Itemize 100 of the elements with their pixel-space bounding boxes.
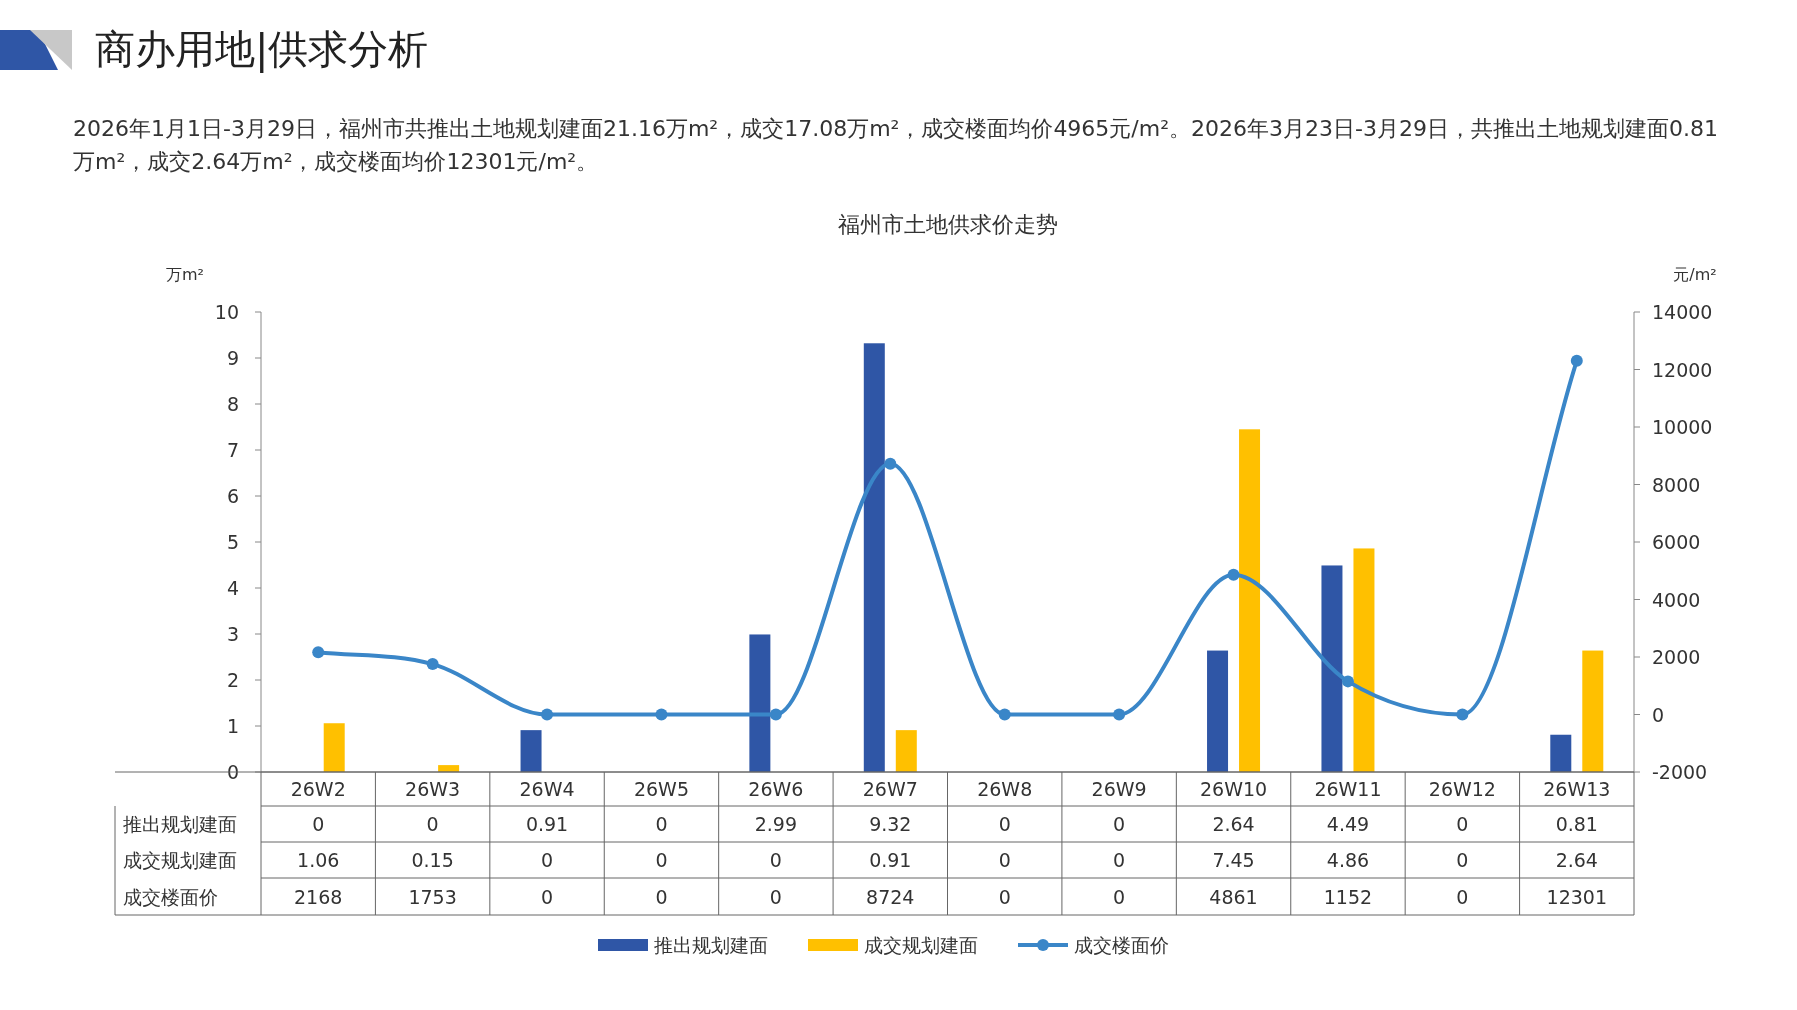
y-tick-label: 3: [226, 623, 239, 645]
data-label: 0: [998, 885, 1011, 908]
point: [1113, 708, 1126, 721]
x-tick-label: 26W4: [519, 778, 575, 800]
data-label: 0.91: [869, 849, 912, 871]
point: [884, 457, 897, 470]
y-axis-title: 万m²: [166, 264, 204, 284]
bar: [863, 343, 885, 772]
data-label: 0: [1456, 813, 1469, 835]
text: 商办用地|供求分析: [95, 25, 429, 75]
point: [1341, 675, 1354, 688]
x-tick-label: 26W6: [748, 778, 804, 800]
data-label: 2.64: [1212, 813, 1255, 835]
bar: [1582, 650, 1604, 772]
data-label: 0: [1113, 885, 1126, 908]
point: [1456, 708, 1469, 721]
data-label: 0: [655, 813, 668, 835]
data-label: 1.06: [297, 849, 340, 871]
y-tick-label: 2: [226, 669, 239, 691]
data-label: 0: [1456, 849, 1469, 871]
point: [655, 708, 668, 721]
data-label: 0.81: [1555, 813, 1598, 835]
data-label: 4.86: [1326, 849, 1370, 871]
y2-tick-label: 8000: [1652, 473, 1701, 496]
data-label: 9.32: [869, 813, 912, 835]
y-tick-label: 9: [226, 347, 239, 369]
bar: [895, 730, 917, 772]
x-tick-label: 26W2: [290, 778, 346, 800]
x-tick-label: 26W8: [977, 778, 1033, 800]
data-label: 0: [540, 885, 554, 908]
bar: [749, 634, 771, 772]
data-label: 4.49: [1326, 813, 1370, 835]
text: 2026年1月1日-3月29日，福州市共推出土地规划建面21.16万m²，成交17.08万m²，成交楼面均价4965元/m²。2026年3月23日-3月29日，共推出土地规划建面0.81万m²，成交2.64万m²，成交楼面均价12301元/m²。: [73, 115, 1719, 176]
y2-tick-label: -2000: [1652, 761, 1708, 783]
data-label: 2.99: [754, 813, 798, 835]
data-label: 12301: [1546, 885, 1608, 908]
data-label: 1152: [1323, 885, 1373, 908]
bar: [1321, 565, 1343, 772]
y-tick-label: 0: [226, 761, 239, 783]
text: 成交规划建面: [123, 849, 237, 871]
chart-title: 福州市土地供求价走势: [837, 211, 1058, 237]
y2-tick-label: 14000: [1652, 301, 1713, 323]
bar: [520, 730, 542, 772]
x-tick-label: 26W11: [1314, 778, 1382, 800]
y2-tick-label: 6000: [1652, 531, 1701, 553]
text: 推出规划建面: [123, 813, 237, 835]
point: [312, 646, 325, 659]
y2-tick-label: 0: [1652, 703, 1665, 726]
bar: [323, 723, 345, 772]
x-tick-label: 26W3: [405, 778, 461, 800]
y-tick-label: 1: [226, 715, 239, 737]
x-tick-label: 26W13: [1543, 778, 1611, 800]
data-label: 2168: [294, 885, 343, 908]
y-tick-label: 7: [226, 439, 239, 461]
data-label: 0: [769, 885, 782, 908]
data-label: 0: [312, 813, 325, 835]
y2-tick-label: 2000: [1652, 646, 1701, 668]
data-label: 0: [998, 849, 1011, 871]
bar: [1550, 734, 1572, 772]
point: [998, 708, 1011, 721]
data-label: 0: [655, 885, 668, 908]
y2-tick-label: 4000: [1652, 588, 1701, 611]
data-label: 0: [769, 849, 782, 871]
data-label: 0: [426, 813, 439, 835]
legend-label: 成交楼面价: [1074, 934, 1169, 956]
x-tick-label: 26W12: [1428, 778, 1496, 800]
point: [769, 708, 782, 721]
data-label: 0: [1456, 885, 1469, 908]
point: [1227, 568, 1240, 581]
data-label: 4861: [1209, 885, 1258, 908]
data-label: 0: [655, 849, 668, 871]
y-tick-label: 10: [214, 301, 239, 323]
x-tick-label: 26W10: [1199, 778, 1268, 800]
data-label: 0.91: [525, 813, 569, 835]
y2-axis-title: 元/m²: [1673, 264, 1717, 284]
data-label: 0: [1113, 849, 1126, 871]
y-tick-label: 6: [226, 485, 239, 507]
bar: [1207, 650, 1229, 772]
data-label: 7.45: [1212, 849, 1255, 871]
y-tick-label: 8: [226, 393, 239, 415]
legend-label: 成交规划建面: [864, 934, 978, 956]
x-tick-label: 26W5: [633, 778, 689, 800]
point: [426, 658, 439, 671]
data-label: 1753: [408, 885, 457, 908]
data-label: 0: [1113, 813, 1126, 835]
x-tick-label: 26W9: [1091, 778, 1147, 800]
data-label: 2.64: [1555, 849, 1598, 871]
y2-tick-label: 10000: [1652, 416, 1713, 438]
y-tick-label: 5: [226, 531, 239, 553]
legend-label: 推出规划建面: [654, 934, 768, 956]
data-label: 0: [998, 813, 1011, 835]
data-label: 0: [540, 849, 554, 871]
x-tick-label: 26W7: [862, 778, 918, 800]
y-tick-label: 4: [226, 577, 239, 599]
y2-tick-label: 12000: [1652, 358, 1713, 381]
data-label: 0.15: [411, 849, 454, 871]
data-label: 8724: [866, 885, 915, 908]
point: [1570, 354, 1583, 367]
point: [541, 708, 554, 721]
bar: [1353, 548, 1375, 772]
